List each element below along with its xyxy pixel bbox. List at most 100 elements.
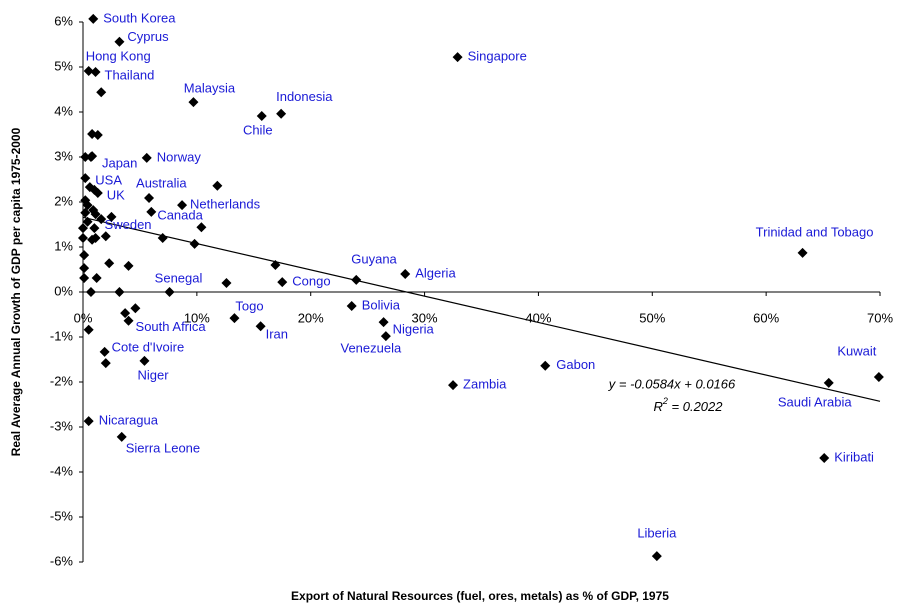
trend-equation: y = -0.0584x + 0.0166 (608, 376, 736, 391)
point (452, 52, 463, 63)
point (82, 216, 93, 227)
point-label: Niger (137, 367, 169, 382)
y-tick-label: 4% (54, 103, 73, 118)
point (114, 36, 125, 47)
point (91, 273, 102, 284)
point (123, 260, 134, 271)
point (78, 233, 88, 243)
point (157, 233, 168, 243)
point (92, 129, 103, 140)
point-label: UK (107, 187, 125, 202)
point-label: Malaysia (184, 81, 236, 96)
point (79, 250, 90, 261)
r-squared-symbol: R (654, 399, 663, 414)
point (130, 303, 141, 314)
y-tick-label: 6% (54, 13, 73, 28)
point (83, 324, 94, 335)
point (79, 273, 90, 284)
point (90, 66, 101, 77)
point-label: Trinidad and Tobago (756, 224, 874, 239)
point-label: Nigeria (393, 322, 435, 337)
trendline (82, 216, 881, 402)
x-axis-title: Export of Natural Resources (fuel, ores,… (291, 589, 669, 603)
point-label: Algeria (415, 265, 456, 280)
point-label: Zambia (463, 377, 507, 392)
point (255, 321, 266, 332)
point-label: Australia (136, 175, 187, 190)
point-label: Canada (157, 207, 203, 222)
point-label: Cyprus (127, 29, 169, 44)
x-tick-label: 0% (74, 310, 93, 325)
point (100, 358, 111, 369)
point-label: Senegal (155, 270, 203, 285)
point (164, 287, 175, 297)
point-label: South Africa (136, 319, 207, 334)
y-tick-label: 3% (54, 148, 73, 163)
x-tick-label: 20% (298, 310, 324, 325)
point (651, 551, 662, 562)
y-tick-label: 1% (54, 238, 73, 253)
point (90, 209, 101, 220)
point-label: Hong Kong (86, 48, 151, 63)
point-label: Cote d'Ivoire (112, 339, 185, 354)
x-tick-label: 10% (184, 310, 210, 325)
point-label: Congo (292, 274, 330, 289)
point (120, 308, 131, 319)
point-label: South Korea (103, 10, 176, 25)
point-label: Nicaragua (99, 413, 159, 428)
point (114, 287, 125, 297)
point (85, 287, 96, 297)
point (83, 66, 94, 77)
point (123, 315, 134, 326)
point (141, 152, 152, 163)
point (276, 108, 287, 119)
point (189, 238, 200, 249)
point (797, 247, 808, 258)
point-label: Iran (266, 327, 288, 342)
point (139, 355, 150, 366)
point-label: Sierra Leone (126, 440, 200, 455)
point (96, 87, 107, 98)
point-label: Kiribati (834, 449, 874, 464)
point (540, 360, 551, 371)
point-label: Gabon (556, 357, 595, 372)
point-label: Netherlands (190, 197, 261, 212)
point (823, 377, 834, 388)
point (819, 453, 830, 464)
point (448, 380, 459, 391)
point (87, 151, 98, 162)
point (378, 317, 389, 328)
x-tick-label: 50% (639, 310, 665, 325)
point-label: Venezuela (340, 341, 401, 356)
y-axis-title: Real Average Annual Growth of GDP per ca… (9, 127, 23, 456)
point (400, 269, 411, 279)
point (89, 223, 100, 234)
point (196, 222, 207, 233)
r-squared-power: 2 (662, 396, 668, 406)
point (99, 346, 110, 357)
y-tick-label: -3% (50, 418, 74, 433)
point-label: Japan (102, 155, 137, 170)
point (96, 214, 107, 225)
y-tick-label: -2% (50, 373, 74, 388)
point (106, 211, 117, 222)
y-tick-label: -5% (50, 508, 74, 523)
y-tick-label: 5% (54, 58, 73, 73)
point (89, 184, 100, 195)
point (144, 192, 155, 203)
point (90, 233, 101, 243)
point (351, 274, 362, 285)
point-label: Chile (243, 122, 273, 137)
point-label: Thailand (105, 67, 155, 82)
point (229, 313, 240, 324)
point-label: Liberia (637, 526, 677, 541)
point-label: Bolivia (362, 297, 401, 312)
point-label: Norway (157, 149, 202, 164)
y-tick-label: -1% (50, 328, 74, 343)
point (188, 97, 199, 108)
point (88, 13, 99, 24)
point (100, 231, 111, 242)
x-tick-label: 60% (753, 310, 779, 325)
